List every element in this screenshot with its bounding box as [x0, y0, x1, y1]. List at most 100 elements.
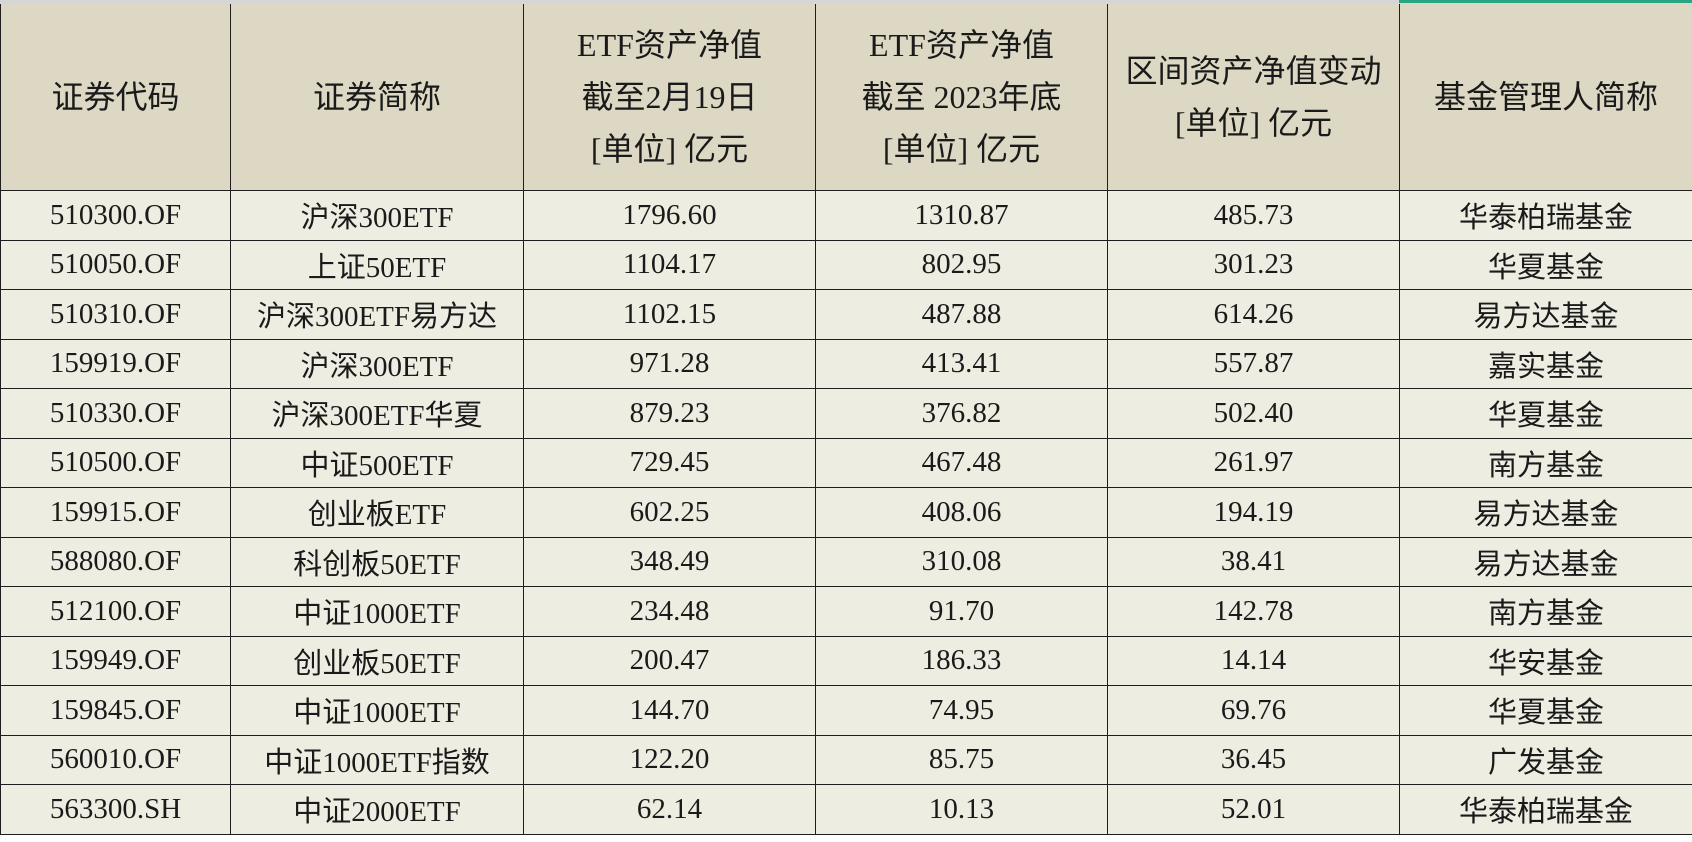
data-cell: 510300.OF: [0, 190, 231, 241]
data-cell: 144.70: [523, 685, 816, 736]
data-cell: 沪深300ETF易方达: [230, 289, 524, 340]
data-cell: 中证1000ETF: [230, 685, 524, 736]
data-cell: 159845.OF: [0, 685, 231, 736]
data-cell: 沪深300ETF华夏: [230, 388, 524, 439]
data-cell: 510050.OF: [0, 239, 231, 290]
data-cell: 563300.SH: [0, 784, 231, 835]
header-line: [单位] 亿元: [1174, 105, 1333, 141]
data-cell: 74.95: [815, 685, 1108, 736]
data-cell: 510500.OF: [0, 437, 231, 488]
data-cell: 上证50ETF: [230, 239, 524, 290]
data-cell: 502.40: [1107, 388, 1400, 439]
data-cell: 62.14: [523, 784, 816, 835]
data-cell: 729.45: [523, 437, 816, 488]
data-cell: 创业板ETF: [230, 487, 524, 538]
header-line: ETF资产净值: [869, 27, 1054, 63]
data-row: 510330.OF 沪深300ETF华夏 879.23 376.82 502.40 华夏基…: [0, 388, 1692, 439]
data-row: 159949.OF 创业板50ETF 200.47 186.33 14.14 华安基金: [0, 635, 1692, 686]
data-cell: 301.23: [1107, 239, 1400, 290]
data-cell: 14.14: [1107, 635, 1400, 686]
data-cell: 1104.17: [523, 239, 816, 290]
data-cell: 310.08: [815, 536, 1108, 587]
header-line: 证券简称: [312, 79, 441, 115]
data-cell: 510330.OF: [0, 388, 231, 439]
data-cell: 234.48: [523, 586, 816, 637]
data-row: 510310.OF 沪深300ETF易方达 1102.15 487.88 614.26 易…: [0, 289, 1692, 340]
data-cell: 142.78: [1107, 586, 1400, 637]
data-row: 510300.OF 沪深300ETF 1796.60 1310.87 485.73 华泰柏…: [0, 190, 1692, 241]
data-cell: 487.88: [815, 289, 1108, 340]
data-cell: 10.13: [815, 784, 1108, 835]
header-cell: 证券简称: [230, 0, 524, 191]
data-row: 159919.OF 沪深300ETF 971.28 413.41 557.87 嘉实基金: [0, 338, 1692, 389]
data-cell: 中证1000ETF指数: [230, 734, 524, 785]
data-cell: 沪深300ETF: [230, 190, 524, 241]
data-cell: 376.82: [815, 388, 1108, 439]
data-row: 588080.OF 科创板50ETF 348.49 310.08 38.41 易方达基金: [0, 536, 1692, 587]
data-cell: 南方基金: [1399, 437, 1692, 488]
data-cell: 易方达基金: [1399, 536, 1692, 587]
data-cell: 485.73: [1107, 190, 1400, 241]
data-cell: 中证1000ETF: [230, 586, 524, 637]
data-cell: 186.33: [815, 635, 1108, 686]
data-cell: 沪深300ETF: [230, 338, 524, 389]
data-cell: 159915.OF: [0, 487, 231, 538]
data-cell: 602.25: [523, 487, 816, 538]
table-body: 510300.OF 沪深300ETF 1796.60 1310.87 485.73 华泰柏…: [0, 190, 1692, 835]
data-cell: 华泰柏瑞基金: [1399, 190, 1692, 241]
data-cell: 348.49: [523, 536, 816, 587]
data-cell: 52.01: [1107, 784, 1400, 835]
data-cell: 512100.OF: [0, 586, 231, 637]
table-header: 证券代码 证券简称 ETF资产净值 截至2月19日 [单位] 亿元 ETF资产净值 截至 2…: [0, 0, 1692, 191]
data-cell: 85.75: [815, 734, 1108, 785]
data-cell: 510310.OF: [0, 289, 231, 340]
data-cell: 易方达基金: [1399, 289, 1692, 340]
data-row: 560010.OF 中证1000ETF指数 122.20 85.75 36.45 广发基金: [0, 734, 1692, 785]
header-cell: 基金管理人简称: [1399, 0, 1692, 191]
data-cell: 159949.OF: [0, 635, 231, 686]
header-line: 截至 2023年底: [861, 79, 1062, 115]
data-cell: 971.28: [523, 338, 816, 389]
data-cell: 557.87: [1107, 338, 1400, 389]
data-cell: 1796.60: [523, 190, 816, 241]
header-line: 截至2月19日: [581, 79, 758, 115]
data-cell: 200.47: [523, 635, 816, 686]
data-row: 510050.OF 上证50ETF 1104.17 802.95 301.23 华夏基金: [0, 239, 1692, 290]
data-cell: 467.48: [815, 437, 1108, 488]
data-cell: 122.20: [523, 734, 816, 785]
header-line: 证券代码: [51, 79, 180, 115]
data-row: 159845.OF 中证1000ETF 144.70 74.95 69.76 华夏基金: [0, 685, 1692, 736]
header-line: ETF资产净值: [577, 27, 762, 63]
data-cell: 广发基金: [1399, 734, 1692, 785]
data-cell: 69.76: [1107, 685, 1400, 736]
data-cell: 159919.OF: [0, 338, 231, 389]
header-cell: 证券代码: [0, 0, 231, 191]
data-cell: 194.19: [1107, 487, 1400, 538]
data-cell: 中证500ETF: [230, 437, 524, 488]
data-cell: 413.41: [815, 338, 1108, 389]
data-cell: 588080.OF: [0, 536, 231, 587]
data-cell: 华泰柏瑞基金: [1399, 784, 1692, 835]
data-cell: 华夏基金: [1399, 388, 1692, 439]
data-cell: 261.97: [1107, 437, 1400, 488]
header-line: 区间资产净值变动: [1125, 53, 1382, 89]
header-line: [单位] 亿元: [882, 131, 1041, 167]
data-row: 510500.OF 中证500ETF 729.45 467.48 261.97 南方基金: [0, 437, 1692, 488]
data-cell: 创业板50ETF: [230, 635, 524, 686]
header-cell: ETF资产净值 截至2月19日 [单位] 亿元: [523, 0, 816, 191]
data-row: 512100.OF 中证1000ETF 234.48 91.70 142.78 南方基金: [0, 586, 1692, 637]
data-cell: 38.41: [1107, 536, 1400, 587]
data-cell: 南方基金: [1399, 586, 1692, 637]
selection-accent: [1399, 0, 1692, 3]
data-row: 159915.OF 创业板ETF 602.25 408.06 194.19 易方达基金: [0, 487, 1692, 538]
header-line: 基金管理人简称: [1433, 79, 1658, 115]
data-cell: 560010.OF: [0, 734, 231, 785]
data-cell: 879.23: [523, 388, 816, 439]
data-cell: 嘉实基金: [1399, 338, 1692, 389]
data-cell: 1310.87: [815, 190, 1108, 241]
data-row: 563300.SH 中证2000ETF 62.14 10.13 52.01 华泰柏瑞基金: [0, 784, 1692, 835]
data-cell: 91.70: [815, 586, 1108, 637]
header-line: [单位] 亿元: [590, 131, 749, 167]
